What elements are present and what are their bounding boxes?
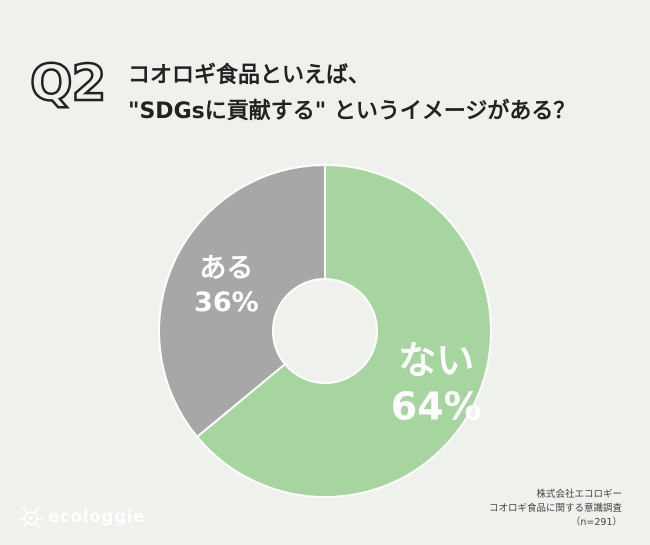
slice-value-1: 36% xyxy=(194,287,259,318)
question-title-line1: コオロギ食品といえば、 xyxy=(128,63,371,88)
question-number: Q2 xyxy=(29,54,108,112)
slice-label-0: ない xyxy=(398,339,474,383)
slice-label-1: ある xyxy=(199,253,253,284)
question-title: コオロギ食品といえば、 "SDGsに貢献する" というイメージがある？ xyxy=(128,58,575,130)
source-sample-size: （n=291） xyxy=(570,517,622,528)
source-note: 株式会社エコロギー コオロギ食品に関する意識調査 （n=291） xyxy=(489,488,622,530)
slice-value-0: 64% xyxy=(391,385,482,429)
brand-logo: ecologgie xyxy=(18,504,145,530)
source-survey: コオロギ食品に関する意識調査 xyxy=(488,503,622,514)
question-title-line2: "SDGsに貢献する" というイメージがある？ xyxy=(128,99,576,124)
brand-name: ecologgie xyxy=(48,507,145,527)
slice-0 xyxy=(195,163,492,498)
source-company: 株式会社エコロギー xyxy=(536,489,622,500)
slice-1 xyxy=(158,163,326,439)
cricket-logo-icon xyxy=(19,506,43,529)
